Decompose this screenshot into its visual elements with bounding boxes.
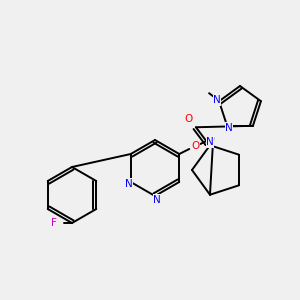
Text: N: N [206, 137, 214, 147]
Text: N: N [213, 95, 221, 105]
Text: N: N [153, 195, 161, 205]
Text: F: F [51, 218, 57, 228]
Text: N: N [125, 179, 133, 189]
Text: O: O [185, 114, 193, 124]
Text: O: O [191, 141, 200, 151]
Text: N: N [225, 123, 233, 133]
